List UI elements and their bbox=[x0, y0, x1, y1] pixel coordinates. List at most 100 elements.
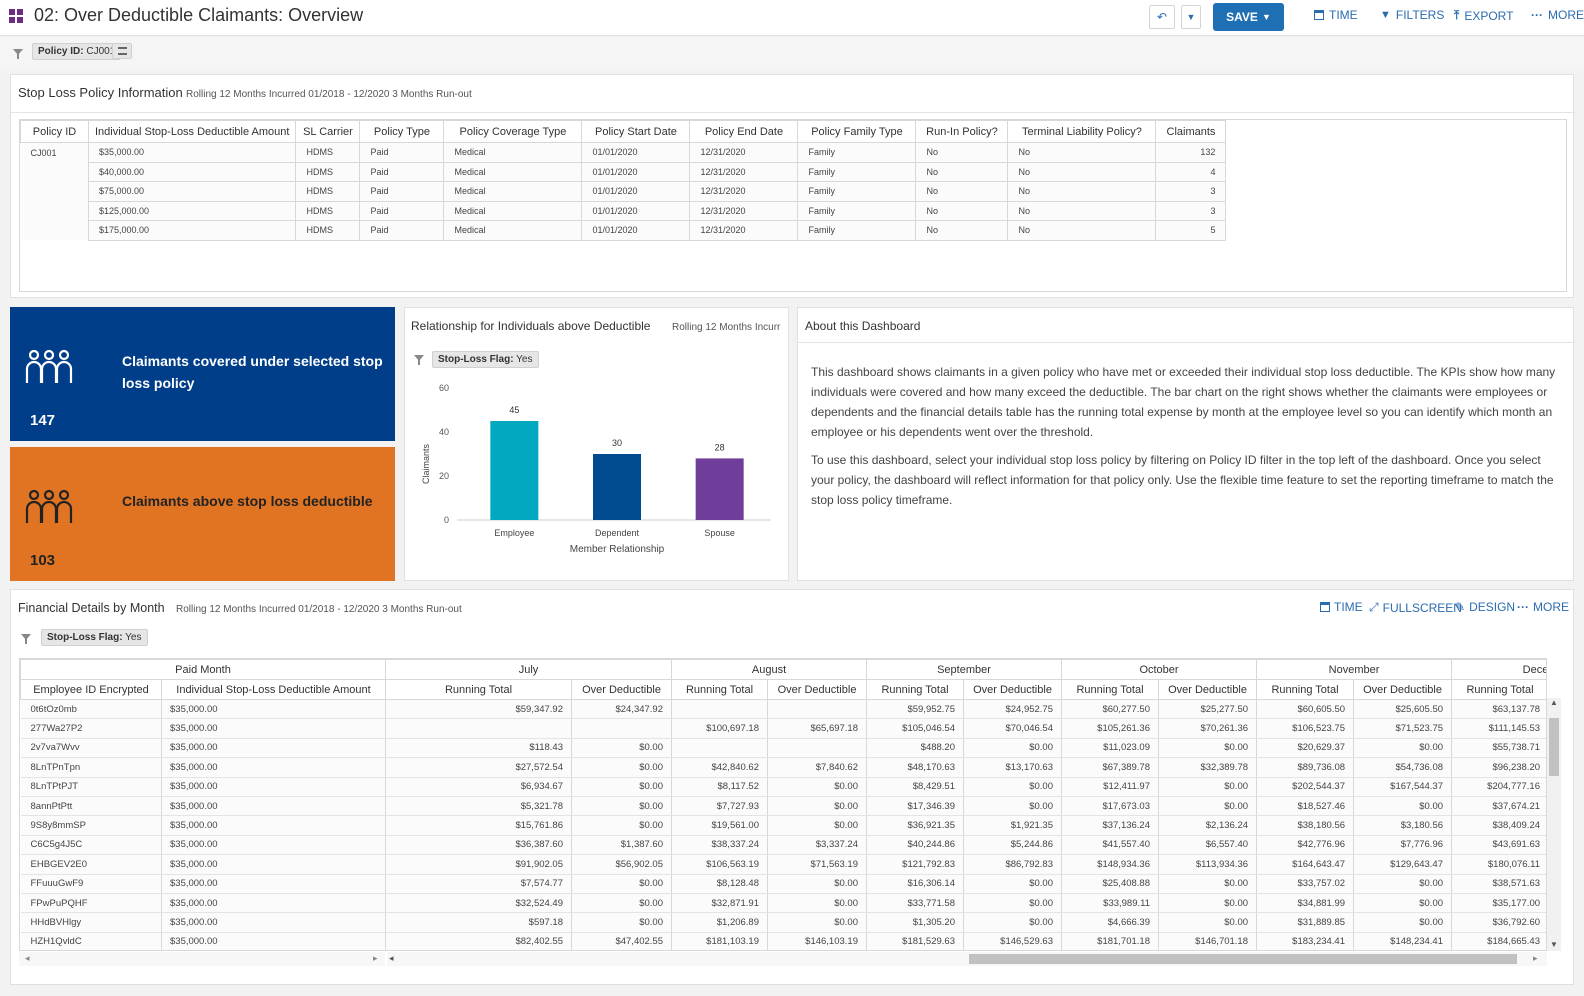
kpi-above-deductible-card[interactable]: Claimants above stop loss deductible 103 bbox=[10, 447, 395, 581]
table-cell: $33,989.11 bbox=[1061, 893, 1159, 914]
table-row[interactable]: FPwPuPQHF $35,000.00 $32,524.49 $0.00 $32,87… bbox=[20, 893, 1546, 914]
table-cell: $105,046.54 bbox=[866, 718, 964, 739]
table-row[interactable]: 8annPtPtt $35,000.00 $5,321.78 $0.00 $7,727.… bbox=[20, 796, 1546, 817]
column-header[interactable]: Run-In Policy? bbox=[915, 120, 1009, 143]
column-header[interactable]: Policy Start Date bbox=[581, 120, 691, 143]
apps-grid-icon[interactable] bbox=[9, 9, 23, 23]
right-horizontal-scrollbar[interactable]: ◂ ▸ bbox=[387, 952, 1547, 966]
table-row[interactable]: 277Wa27P2 $35,000.00 $100,697.18 $65,697.18… bbox=[20, 718, 1546, 739]
time-button[interactable]: TIME bbox=[1314, 8, 1358, 22]
column-header[interactable]: Policy Type bbox=[359, 120, 445, 143]
column-header[interactable]: Over Deductible bbox=[767, 679, 867, 700]
scroll-left-arrow-icon[interactable]: ◂ bbox=[389, 953, 394, 963]
paid-month-header: Paid Month bbox=[20, 659, 386, 680]
table-row[interactable]: 9S8y8mmSP $35,000.00 $15,761.86 $0.00 $19,56… bbox=[20, 815, 1546, 836]
table-cell: $37,136.24 bbox=[1061, 815, 1159, 836]
stop-loss-flag-chip[interactable]: Stop-Loss Flag: Yes bbox=[41, 629, 148, 646]
column-header[interactable]: Individual Stop-Loss Deductible Amount bbox=[161, 679, 386, 700]
table-cell: $202,544.37 bbox=[1256, 777, 1355, 797]
chip-label: Policy ID: bbox=[38, 46, 84, 57]
table-cell: HDMS bbox=[295, 142, 361, 163]
table-cell: No bbox=[1007, 201, 1157, 221]
column-header[interactable]: Policy End Date bbox=[689, 120, 799, 143]
scroll-right-arrow-icon[interactable]: ▸ bbox=[1533, 953, 1538, 963]
scroll-down-arrow-icon[interactable]: ▼ bbox=[1550, 940, 1558, 949]
column-header[interactable]: Policy Coverage Type bbox=[443, 120, 583, 143]
fullscreen-button[interactable]: ⤢ FULLSCREEN bbox=[1369, 600, 1462, 615]
kpi-covered-card[interactable]: Claimants covered under selected stop lo… bbox=[10, 307, 395, 441]
edit-list-icon bbox=[117, 47, 127, 55]
table-cell: $40,000.00 bbox=[88, 162, 297, 182]
column-header[interactable]: Employee ID Encrypted bbox=[20, 679, 162, 700]
table-cell: $65,697.18 bbox=[767, 718, 867, 739]
table-cell: HHdBVHlgy bbox=[20, 912, 162, 933]
table-cell: $0.00 bbox=[571, 912, 672, 933]
column-header[interactable]: Over Deductible bbox=[1353, 679, 1453, 700]
column-header[interactable]: Running Total bbox=[385, 679, 572, 700]
x-tick-label: Dependent bbox=[595, 528, 640, 538]
column-header[interactable]: Policy ID bbox=[20, 120, 89, 143]
month-header[interactable]: November bbox=[1256, 659, 1453, 680]
vertical-scrollbar[interactable]: ▲ ▼ bbox=[1547, 698, 1561, 951]
table-cell: $35,000.00 bbox=[161, 738, 386, 759]
table-row[interactable]: EHBGEV2E0 $35,000.00 $91,902.05 $56,902.05 $… bbox=[20, 854, 1546, 875]
design-button[interactable]: ✎ DESIGN bbox=[1455, 600, 1515, 614]
column-header[interactable]: Terminal Liability Policy? bbox=[1007, 120, 1157, 143]
table-row[interactable]: 8LnTPnTpn $35,000.00 $27,572.54 $0.00 $42,84… bbox=[20, 757, 1546, 778]
stop-loss-flag-chip[interactable]: Stop-Loss Flag: Yes bbox=[432, 351, 539, 368]
policy-id-filter-chip[interactable]: Policy ID: CJ001 bbox=[32, 43, 122, 60]
table-row[interactable]: FFuuuGwF9 $35,000.00 $7,574.77 $0.00 $8,128.… bbox=[20, 874, 1546, 894]
table-time-button[interactable]: TIME bbox=[1320, 600, 1363, 614]
save-button[interactable]: SAVE ▼ bbox=[1213, 3, 1284, 31]
more-button[interactable]: ··· MORE bbox=[1531, 8, 1584, 22]
column-header[interactable]: Running Total bbox=[866, 679, 964, 700]
table-row[interactable]: C6C5g4J5C $35,000.00 $36,387.60 $1,387.60 $3… bbox=[20, 835, 1546, 856]
table-cell: $34,881.99 bbox=[1256, 893, 1355, 914]
column-header[interactable]: Individual Stop-Loss Deductible Amount bbox=[87, 120, 297, 143]
about-panel: About this Dashboard This dashboard show… bbox=[797, 307, 1575, 581]
undo-button[interactable]: ↶ bbox=[1149, 5, 1175, 29]
column-header[interactable]: Policy Family Type bbox=[797, 120, 917, 143]
table-row: $125,000.00 HDMS Paid Medical 01/01/2020 12/3… bbox=[20, 201, 1227, 221]
table-row[interactable]: 8LnTPtPJT $35,000.00 $6,934.67 $0.00 $8,117.… bbox=[20, 777, 1546, 797]
horizontal-scrollbar-thumb[interactable] bbox=[969, 954, 1517, 964]
column-header[interactable]: Running Total bbox=[1451, 679, 1546, 700]
column-header[interactable]: Running Total bbox=[1256, 679, 1355, 700]
table-cell: 4 bbox=[1155, 162, 1227, 182]
table-cell: 132 bbox=[1155, 142, 1227, 163]
left-horizontal-scrollbar[interactable]: ◂ ▸ bbox=[19, 952, 385, 966]
table-row[interactable]: HZH1QvldC $35,000.00 $82,402.55 $47,402.55 $… bbox=[20, 932, 1546, 950]
chip-label: Stop-Loss Flag: bbox=[438, 354, 514, 365]
month-header[interactable]: December bbox=[1451, 659, 1546, 680]
month-header[interactable]: August bbox=[671, 659, 867, 680]
column-header[interactable]: Running Total bbox=[671, 679, 768, 700]
y-tick-label: 40 bbox=[439, 427, 449, 437]
table-cell: $17,673.03 bbox=[1061, 796, 1159, 817]
filters-button[interactable]: ▼ FILTERS bbox=[1380, 8, 1444, 22]
y-tick-label: 20 bbox=[439, 471, 449, 481]
month-header[interactable]: October bbox=[1060, 659, 1258, 680]
edit-icon: ✎ bbox=[1455, 600, 1466, 614]
vertical-scrollbar-thumb[interactable] bbox=[1549, 718, 1559, 776]
column-header[interactable]: SL Carrier bbox=[295, 120, 361, 143]
scroll-up-arrow-icon[interactable]: ▲ bbox=[1550, 698, 1558, 707]
table-row[interactable]: HHdBVHlgy $35,000.00 $597.18 $0.00 $1,206.89… bbox=[20, 912, 1546, 933]
scroll-left-arrow-icon[interactable]: ◂ bbox=[25, 953, 30, 963]
table-row: CJ001 $35,000.00 HDMS Paid Medical 01/01/2020… bbox=[20, 142, 1227, 163]
column-header[interactable]: Running Total bbox=[1061, 679, 1159, 700]
column-header[interactable]: Over Deductible bbox=[1157, 679, 1258, 700]
table-cell: $59,347.92 bbox=[385, 699, 572, 720]
undo-dropdown-button[interactable]: ▼ bbox=[1181, 5, 1201, 29]
table-cell: $0.00 bbox=[767, 912, 867, 933]
table-more-button[interactable]: ··· MORE bbox=[1517, 600, 1569, 614]
table-row[interactable]: 2v7va7Wvv $35,000.00 $118.43 $0.00 $488.20 $0… bbox=[20, 738, 1546, 759]
month-header[interactable]: July bbox=[385, 659, 672, 680]
month-header[interactable]: September bbox=[866, 659, 1062, 680]
column-header[interactable]: Over Deductible bbox=[963, 679, 1062, 700]
column-header[interactable]: Over Deductible bbox=[571, 679, 672, 700]
export-button[interactable]: ⤒ EXPORT bbox=[1454, 8, 1513, 23]
column-header[interactable]: Claimants bbox=[1155, 120, 1227, 143]
filter-edit-button[interactable] bbox=[112, 43, 132, 59]
scroll-right-arrow-icon[interactable]: ▸ bbox=[373, 953, 378, 963]
table-row[interactable]: 0t6tOz0mb $35,000.00 $59,347.92 $24,347.92 $… bbox=[20, 699, 1546, 720]
